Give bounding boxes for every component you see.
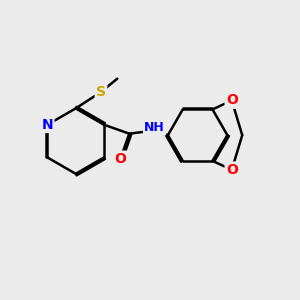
Text: NH: NH bbox=[144, 121, 165, 134]
Text: O: O bbox=[114, 152, 126, 166]
Text: O: O bbox=[226, 163, 238, 177]
Text: S: S bbox=[96, 85, 106, 99]
Text: N: N bbox=[42, 118, 53, 132]
Text: O: O bbox=[226, 94, 238, 107]
